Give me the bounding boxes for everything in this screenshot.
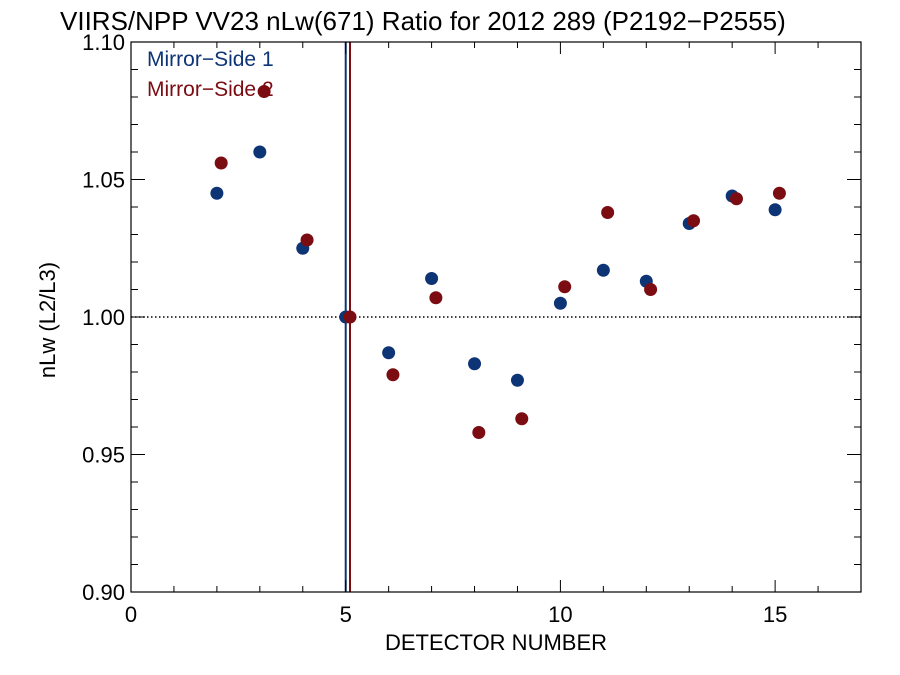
y-tick-label: 1.00 <box>82 305 125 330</box>
series-1-point <box>382 346 396 360</box>
series-2-point <box>343 310 357 324</box>
series-1-point <box>425 272 439 285</box>
legend-entry-2: Mirror−Side 2 <box>147 78 274 101</box>
series-2-point <box>472 426 486 439</box>
x-tick-label: 10 <box>548 602 572 627</box>
series-2-point <box>558 280 572 294</box>
x-tick-label: 0 <box>125 602 137 627</box>
series-2-point <box>300 233 314 247</box>
y-axis-label: nLw (L2/L3) <box>35 262 60 378</box>
series-1-point <box>210 186 224 200</box>
x-axis-label: DETECTOR NUMBER <box>385 630 607 655</box>
series-1-point <box>468 357 482 371</box>
chart-title: VIIRS/NPP VV23 nLw(671) Ratio for 2012 2… <box>60 6 786 36</box>
x-tick-label: 15 <box>763 602 787 627</box>
legend-entry-1: Mirror−Side 1 <box>147 48 274 71</box>
series-2-point <box>644 283 658 296</box>
series-1-point <box>553 296 567 310</box>
series-1-point <box>253 145 267 159</box>
x-tick-label: 5 <box>340 602 352 627</box>
series-1-point <box>596 263 610 277</box>
series-2-point <box>601 206 615 219</box>
y-tick-label: 0.95 <box>82 443 125 468</box>
series-1-point <box>768 203 782 217</box>
series-2-point <box>729 192 743 206</box>
y-tick-label: 1.10 <box>82 30 125 55</box>
series-2-point <box>429 291 443 305</box>
series-2-point <box>772 186 786 200</box>
series-2-point <box>515 412 529 426</box>
series-2-point <box>257 85 271 98</box>
y-tick-label: 1.05 <box>82 168 125 193</box>
legend: Mirror−Side 1 Mirror−Side 2 <box>147 48 274 101</box>
y-tick-label: 0.90 <box>82 580 125 605</box>
series-2-point <box>214 156 228 170</box>
series-1-point <box>510 373 524 387</box>
plot-area: 0 5 10 15 0.90 0.95 1.00 1.05 1.10 <box>82 30 862 627</box>
series-2-point <box>386 368 400 382</box>
series-2-point <box>687 214 701 228</box>
